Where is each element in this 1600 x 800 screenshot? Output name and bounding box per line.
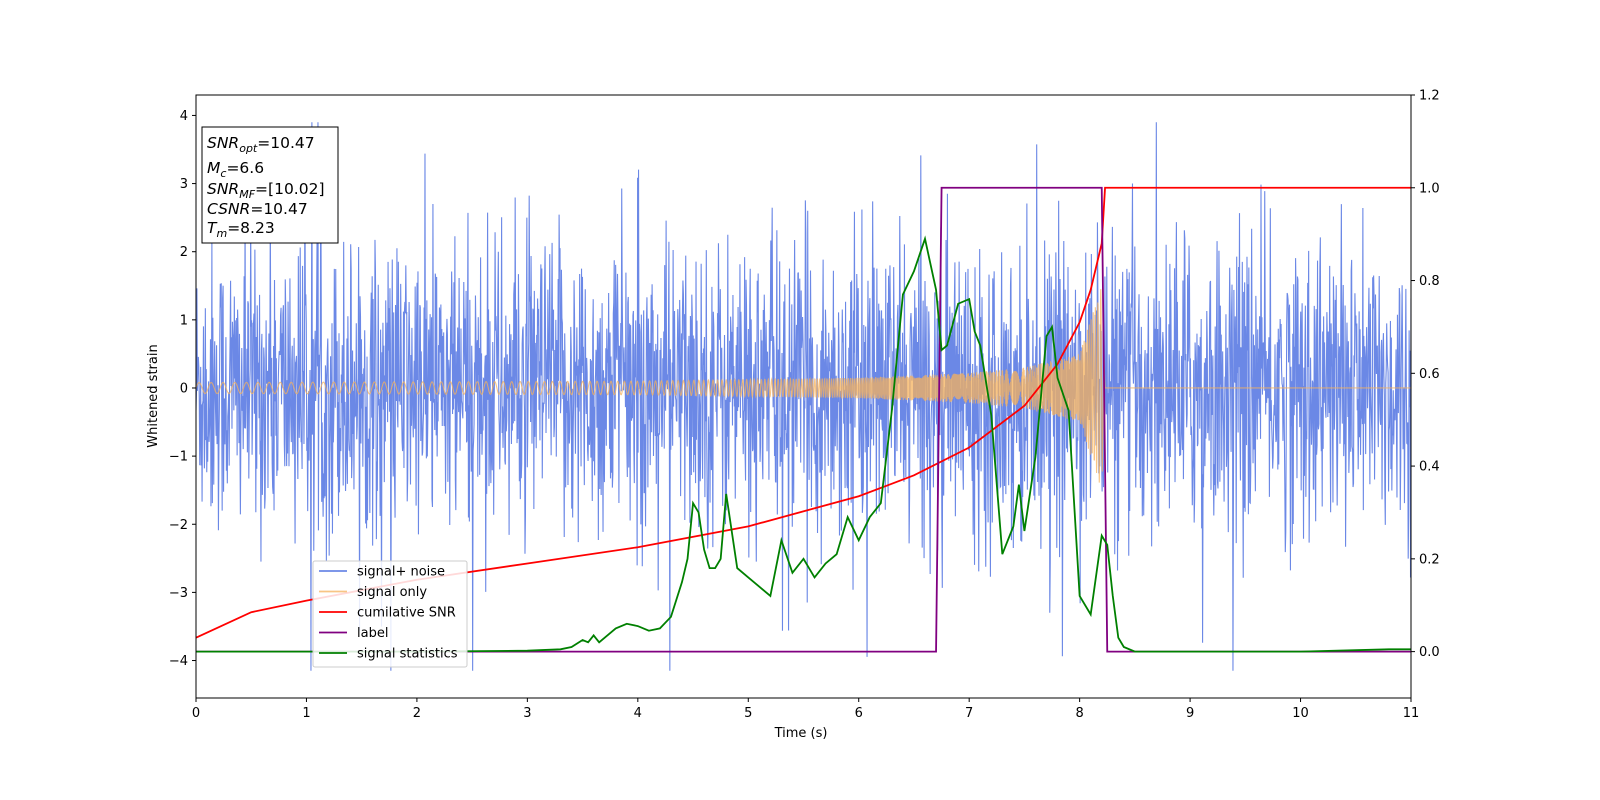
x-tick-label: 10 (1292, 706, 1309, 721)
x-tick-label: 8 (1075, 706, 1083, 721)
x-tick-label: 11 (1403, 706, 1420, 721)
annotation-line: SNRopt=10.47 (207, 134, 315, 155)
y-tick-label: −3 (169, 586, 188, 601)
y-tick-label: −1 (169, 450, 188, 465)
y-right-axis-ticks: 1.2 1.0 0.8 0.6 0.4 0.2 0.0 (1411, 89, 1440, 660)
y-right-tick-label: 1.2 (1419, 89, 1440, 104)
x-tick-label: 5 (744, 706, 752, 721)
annotation-line: Tm=8.23 (207, 219, 275, 240)
y-right-tick-label: 0.2 (1419, 552, 1440, 567)
y-tick-label: 0 (180, 381, 188, 396)
x-axis-ticks: 0 1 2 3 4 5 6 7 8 9 10 11 (192, 698, 1419, 721)
annotation-box: SNRopt=10.47 Mc=6.6SNRMF=[10.02]CSNR=10.4… (201, 126, 339, 244)
y-right-tick-label: 0.4 (1419, 460, 1440, 475)
x-tick-label: 2 (413, 706, 421, 721)
y-right-tick-label: 0.0 (1419, 645, 1440, 660)
y-tick-label: 4 (180, 109, 188, 124)
y-tick-label: −2 (169, 518, 188, 533)
x-tick-label: 1 (302, 706, 310, 721)
x-tick-label: 0 (192, 706, 200, 721)
legend-label: signal+ noise (357, 565, 445, 580)
x-tick-label: 4 (634, 706, 642, 721)
legend: signal+ noise signal only cumilative SNR la… (312, 560, 468, 668)
legend-label: cumilative SNR (357, 606, 456, 621)
y-tick-label: −4 (169, 654, 188, 669)
annotation-line: CSNR=10.47 (207, 200, 308, 218)
legend-label: signal statistics (357, 647, 458, 662)
x-tick-label: 9 (1186, 706, 1194, 721)
x-axis-label: Time (s) (774, 726, 828, 741)
legend-label: signal only (357, 585, 427, 600)
y-tick-label: 2 (180, 245, 188, 260)
axes-frame (195, 94, 1412, 699)
y-tick-label: 3 (180, 177, 188, 192)
x-tick-label: 6 (855, 706, 863, 721)
annotation-line: Mc=6.6 (207, 159, 264, 180)
y-right-tick-label: 0.8 (1419, 274, 1440, 289)
x-tick-label: 3 (523, 706, 531, 721)
y-right-tick-label: 1.0 (1419, 181, 1440, 196)
annotation-line: SNRMF=[10.02] (207, 180, 325, 201)
y-right-tick-label: 0.6 (1419, 367, 1440, 382)
series-signal-only-line (196, 289, 1411, 483)
series-signal-noise-line (196, 122, 1411, 671)
x-tick-label: 7 (965, 706, 973, 721)
y-tick-label: 1 (180, 313, 188, 328)
y-axis-ticks: 4 3 2 1 0 −1 −2 −3 −4 (169, 109, 196, 669)
legend-label: label (357, 626, 388, 641)
series-signal-statistics-line (196, 235, 1411, 653)
y-axis-label: Whitened strain (146, 344, 161, 447)
